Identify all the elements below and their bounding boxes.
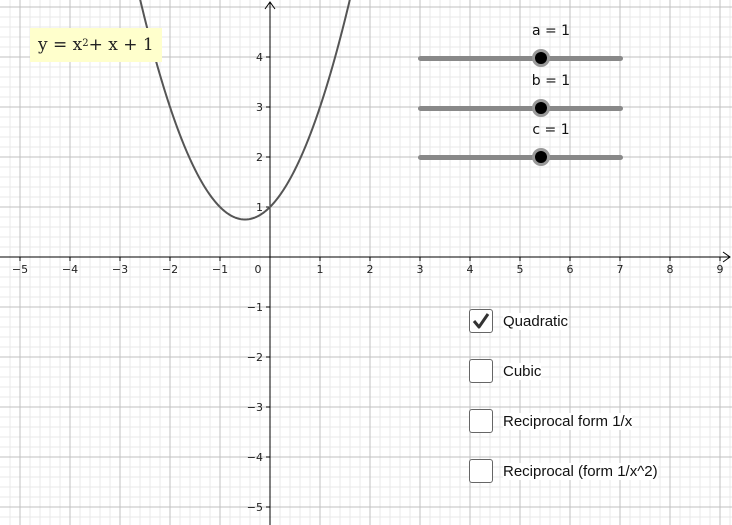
- x-axis-arrow-icon: [722, 251, 731, 263]
- y-tick-label: −4: [247, 451, 263, 464]
- checkmark-icon: [472, 313, 490, 329]
- x-tick-labels: −5 −4 −3 −2 −1 0 1 2 3 4 5 6 7 8 9: [12, 263, 724, 276]
- equation-prefix: y = x: [38, 35, 83, 55]
- x-tick-label: 1: [317, 263, 324, 276]
- equation-exponent: 2: [82, 37, 89, 49]
- slider-b-track[interactable]: [418, 106, 623, 111]
- slider-c-label: c = 1: [532, 122, 570, 138]
- x-tick-label: 0: [255, 263, 262, 276]
- checkbox-quadratic-box[interactable]: [469, 309, 493, 333]
- slider-a-track[interactable]: [418, 56, 623, 61]
- checkbox-cubic[interactable]: Cubic: [469, 357, 542, 385]
- checkbox-reciprocal[interactable]: Reciprocal form 1/x: [469, 407, 633, 435]
- x-tick-label: 6: [567, 263, 574, 276]
- checkbox-reciprocal-squared[interactable]: Reciprocal (form 1/x^2): [469, 457, 658, 485]
- slider-c-handle[interactable]: [532, 148, 550, 166]
- checkbox-quadratic-label[interactable]: Quadratic: [503, 312, 569, 330]
- x-tick-label: 7: [617, 263, 624, 276]
- slider-b[interactable]: b = 1: [418, 73, 623, 119]
- slider-a[interactable]: a = 1: [418, 23, 623, 69]
- checkbox-reciprocal-label[interactable]: Reciprocal form 1/x: [503, 412, 633, 430]
- x-tick-label: 2: [367, 263, 374, 276]
- checkbox-reciprocal-squared-box[interactable]: [469, 459, 493, 483]
- y-tick-label: 1: [256, 201, 263, 214]
- x-tick-label: −2: [162, 263, 178, 276]
- slider-c[interactable]: c = 1: [418, 122, 623, 168]
- x-tick-label: 4: [467, 263, 474, 276]
- slider-b-label: b = 1: [531, 73, 571, 89]
- equation-suffix: + x + 1: [88, 35, 154, 55]
- x-tick-label: −4: [62, 263, 78, 276]
- x-tick-label: 8: [667, 263, 674, 276]
- y-tick-label: −3: [247, 401, 263, 414]
- x-tick-label: 5: [517, 263, 524, 276]
- checkbox-quadratic[interactable]: Quadratic: [469, 307, 569, 335]
- checkbox-reciprocal-squared-label[interactable]: Reciprocal (form 1/x^2): [503, 462, 658, 480]
- slider-a-label: a = 1: [531, 23, 571, 39]
- checkbox-reciprocal-box[interactable]: [469, 409, 493, 433]
- y-tick-label: 2: [256, 151, 263, 164]
- y-tick-label: −1: [247, 301, 263, 314]
- x-tick-label: −1: [212, 263, 228, 276]
- checkbox-cubic-box[interactable]: [469, 359, 493, 383]
- x-tick-label: −3: [112, 263, 128, 276]
- y-tick-labels: 4 3 2 1 −1 −2 −3 −4 −5: [247, 51, 263, 514]
- y-tick-label: 4: [256, 51, 263, 64]
- y-tick-label: 3: [256, 101, 263, 114]
- slider-c-track[interactable]: [418, 155, 623, 160]
- x-tick-label: 3: [417, 263, 424, 276]
- y-tick-label: −2: [247, 351, 263, 364]
- y-axis-arrow-icon: [264, 1, 276, 10]
- checkbox-cubic-label[interactable]: Cubic: [503, 362, 542, 380]
- x-tick-label: 9: [717, 263, 724, 276]
- x-tick-label: −5: [12, 263, 28, 276]
- slider-b-handle[interactable]: [532, 99, 550, 117]
- slider-a-handle[interactable]: [532, 49, 550, 67]
- y-tick-label: −5: [247, 501, 263, 514]
